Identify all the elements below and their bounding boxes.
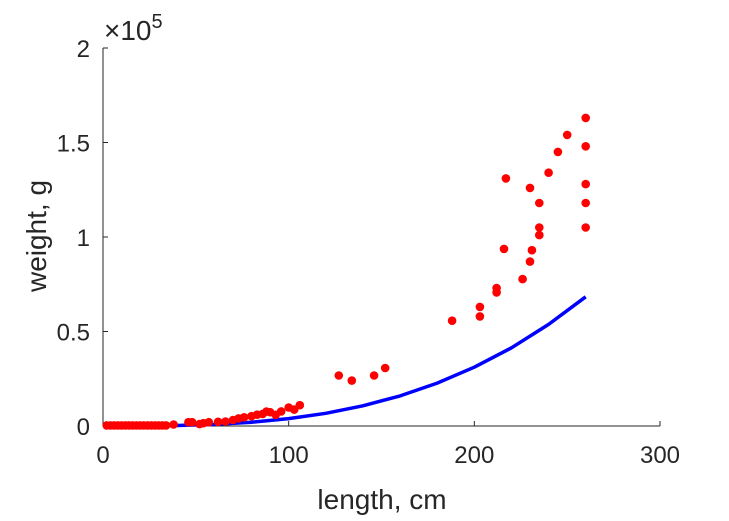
data-point	[447, 316, 457, 326]
x-tick-label: 0	[96, 442, 109, 469]
data-point	[347, 376, 357, 385]
data-point	[187, 417, 197, 427]
data-point	[535, 198, 544, 208]
x-axis-label: length, cm	[317, 484, 446, 515]
data-point	[213, 417, 223, 427]
data-point	[581, 198, 590, 208]
data-point	[581, 113, 590, 123]
data-point	[535, 223, 544, 232]
data-point	[499, 244, 509, 254]
y-multiplier-exponent: 5	[152, 11, 163, 33]
data-point	[295, 400, 305, 410]
data-point	[525, 183, 535, 193]
data-point	[544, 168, 553, 177]
data-point	[501, 174, 511, 183]
y-tick-label: 0	[77, 414, 90, 441]
data-point	[527, 245, 537, 255]
data-point	[553, 147, 563, 157]
y-multiplier-base: ×10	[104, 15, 152, 46]
data-points-layer	[102, 113, 590, 430]
data-point	[380, 363, 390, 373]
y-tick-label: 2	[77, 36, 90, 63]
y-tick-label: 1.5	[57, 131, 90, 158]
data-point	[581, 179, 590, 189]
data-point	[525, 257, 535, 266]
data-point	[475, 302, 485, 312]
data-point	[204, 417, 214, 427]
data-point	[161, 421, 171, 430]
data-point	[581, 223, 590, 232]
data-point	[535, 230, 544, 240]
data-point	[169, 420, 178, 429]
data-point	[334, 371, 344, 380]
data-point	[369, 371, 379, 380]
data-point	[221, 417, 230, 426]
x-axis-ticks: 0 100 200 300	[96, 421, 680, 469]
data-point	[492, 288, 501, 297]
x-tick-label: 200	[454, 442, 494, 469]
y-axis-multiplier: ×105	[104, 11, 163, 46]
fit-curve	[106, 295, 587, 428]
fit-curve-layer	[106, 295, 587, 428]
y-tick-label: 0.5	[57, 320, 90, 347]
data-point	[239, 413, 249, 422]
data-point	[518, 274, 527, 284]
data-point	[581, 142, 590, 151]
data-point	[475, 312, 485, 321]
y-axis-ticks: 0 0.5 1 1.5 2	[57, 36, 108, 441]
data-point	[276, 407, 286, 416]
y-tick-label: 1	[77, 225, 90, 252]
y-axis-label: weight, g	[21, 180, 52, 293]
data-point	[562, 130, 572, 140]
x-tick-label: 300	[640, 442, 680, 469]
x-tick-label: 100	[269, 442, 309, 469]
